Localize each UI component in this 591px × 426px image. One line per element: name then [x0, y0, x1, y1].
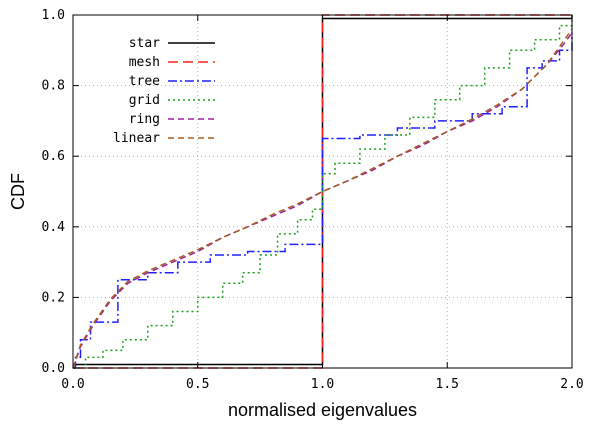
- series-line-ring: [72, 32, 573, 369]
- x-tick-label: 0.0: [61, 377, 84, 392]
- x-tick-label: 1.0: [311, 377, 334, 392]
- y-tick-label: 1.0: [42, 8, 65, 23]
- series-line-tree: [73, 32, 573, 369]
- series-line-grid: [73, 15, 573, 369]
- legend-label-mesh: mesh: [129, 55, 160, 70]
- legend-label-grid: grid: [129, 93, 160, 108]
- legend-label-ring: ring: [129, 112, 160, 127]
- legend-label-linear: linear: [113, 131, 160, 146]
- series-line-linear: [72, 28, 573, 369]
- y-tick-label: 0.8: [42, 79, 65, 94]
- y-axis-label: CDF: [8, 173, 28, 210]
- y-tick-label: 0.2: [42, 290, 65, 305]
- x-tick-label: 0.5: [186, 377, 209, 392]
- x-axis-label: normalised eigenvalues: [228, 400, 417, 420]
- x-tick-label: 2.0: [560, 377, 583, 392]
- y-tick-label: 0.0: [42, 361, 65, 376]
- legend-label-star: star: [129, 36, 160, 51]
- x-tick-label: 1.5: [436, 377, 459, 392]
- y-tick-label: 0.4: [42, 220, 66, 235]
- y-tick-label: 0.6: [42, 149, 65, 164]
- legend-label-tree: tree: [129, 74, 160, 89]
- legend: star mesh tree grid ring linear: [113, 36, 215, 146]
- axis-ticks: 0.0 0.5 1.0 1.5 2.0 0.0 0.2 0.4 0.6 0.8 1.0: [42, 8, 584, 392]
